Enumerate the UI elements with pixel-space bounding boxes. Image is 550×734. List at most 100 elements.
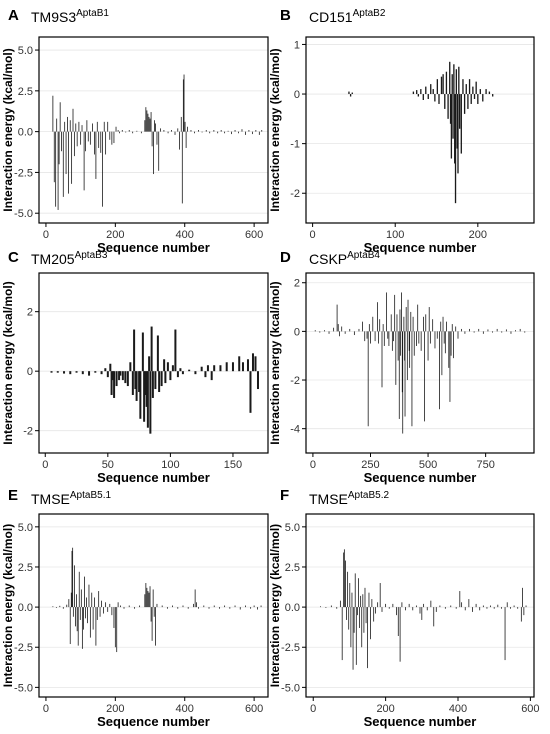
bar (319, 331, 321, 333)
bar (468, 79, 471, 95)
bar (213, 605, 215, 608)
bar (193, 603, 194, 608)
y-axis-label: Interaction energy (kcal/mol) (1, 524, 15, 687)
bar (353, 331, 355, 336)
bar (501, 331, 503, 333)
x-tick-label: 200 (376, 703, 394, 715)
bar (519, 328, 521, 332)
bar (84, 576, 85, 608)
bar (76, 594, 77, 608)
bar (194, 371, 197, 375)
panel-title-sup: AptaB2 (353, 8, 386, 19)
bar (107, 121, 109, 132)
bar (203, 605, 205, 608)
bar (56, 371, 59, 373)
bar (136, 130, 138, 132)
bar (167, 131, 169, 134)
bar (177, 128, 179, 132)
y-tick-label: -1 (290, 139, 300, 151)
bar (339, 600, 341, 608)
bar (434, 331, 436, 349)
bar (109, 603, 111, 608)
bar (372, 316, 374, 332)
bar (135, 371, 138, 401)
bar (128, 605, 130, 608)
bar (258, 131, 260, 135)
bar (442, 74, 444, 95)
bar (444, 331, 446, 354)
y-tick-label: 1 (294, 39, 300, 51)
bar (412, 316, 414, 332)
bar (182, 79, 184, 132)
bar (73, 565, 75, 608)
bar (399, 607, 401, 662)
bar (76, 131, 78, 147)
bar (88, 584, 90, 608)
bar (353, 607, 355, 633)
bar (57, 131, 59, 210)
bar (520, 607, 522, 622)
bar (410, 311, 412, 332)
bar (347, 571, 349, 608)
bar (151, 371, 154, 398)
bar (371, 599, 373, 608)
y-tick-label: -2.5 (14, 642, 33, 654)
bar (376, 302, 378, 332)
bar (67, 116, 68, 132)
bar (196, 602, 197, 608)
bar (53, 131, 55, 183)
bar (144, 371, 147, 395)
y-tick-label: -5.0 (14, 208, 33, 220)
bar (102, 131, 103, 207)
y-tick-label: 2.5 (18, 562, 33, 574)
x-axis-label: Sequence number (364, 470, 477, 485)
bar (103, 607, 104, 614)
bar (238, 131, 239, 134)
bar (155, 607, 156, 646)
bar (251, 131, 253, 135)
bar (70, 592, 72, 608)
bar (87, 131, 89, 142)
bar (397, 331, 399, 361)
bar (121, 371, 124, 381)
bar (141, 332, 144, 372)
plot-frame (38, 513, 269, 698)
bar (346, 607, 347, 620)
bar (392, 603, 394, 608)
bar (81, 125, 83, 132)
bar (375, 607, 376, 614)
bar (134, 607, 135, 609)
bar (394, 294, 396, 332)
bar (204, 371, 207, 378)
bar (492, 94, 494, 97)
x-tick-label: 150 (224, 459, 242, 471)
bar (166, 607, 168, 609)
bar (362, 321, 363, 332)
bar (174, 329, 177, 372)
bar (358, 578, 359, 608)
bar (171, 365, 174, 372)
bar (424, 331, 426, 422)
bar (432, 89, 434, 95)
bar (343, 549, 345, 608)
panel-title-base: CD151 (309, 9, 353, 25)
x-tick-label: 100 (161, 459, 179, 471)
panel-title-base: CSKP (309, 251, 347, 267)
bar (382, 324, 384, 332)
bar (320, 606, 321, 608)
bar (80, 589, 82, 608)
bar (472, 86, 474, 95)
bar (250, 607, 252, 609)
y-tick-label: 2 (294, 278, 300, 290)
bar (418, 331, 420, 344)
bar (138, 371, 141, 393)
bar (459, 591, 461, 608)
bar (139, 605, 141, 608)
plot-frame (305, 36, 535, 224)
bar (83, 131, 85, 191)
bar (409, 331, 411, 368)
bar (160, 128, 161, 132)
bar (504, 607, 506, 661)
